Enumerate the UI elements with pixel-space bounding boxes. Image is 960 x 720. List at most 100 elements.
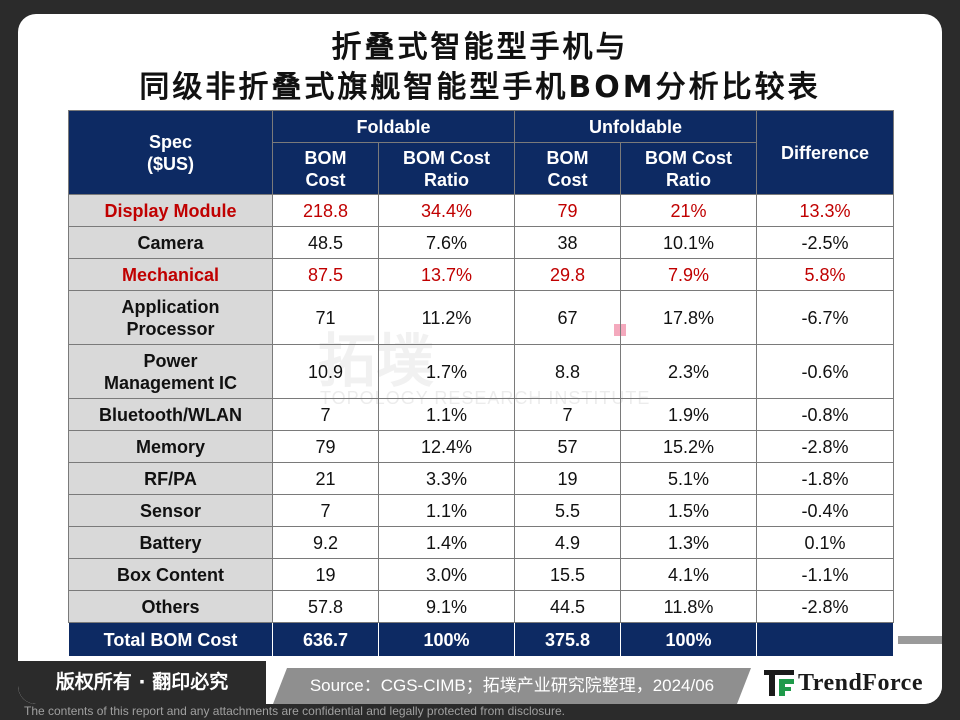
foldable-ratio-cell: 1.4% bbox=[377, 526, 516, 559]
unfoldable-cost-cell: 44.5 bbox=[514, 590, 622, 623]
slide: 折叠式智能型手机与 同级非折叠式旗舰智能型手机BOM分析比较表 拓墣 TOPOL… bbox=[18, 14, 942, 704]
difference-cell: -1.8% bbox=[756, 462, 895, 495]
unfoldable-ratio-cell: 4.1% bbox=[620, 558, 758, 591]
row-label: Mechanical bbox=[68, 258, 273, 291]
total-label: Total BOM Cost bbox=[68, 622, 273, 657]
unfoldable-ratio-cell: 11.8% bbox=[620, 590, 758, 623]
header-spec: Spec ($US) bbox=[68, 110, 273, 195]
copyright-notice: 版权所有 · 翻印必究 bbox=[18, 661, 266, 704]
title-line-2: 同级非折叠式旗舰智能型手机BOM分析比较表 bbox=[139, 70, 821, 105]
foldable-cost-cell: 79 bbox=[272, 430, 379, 463]
header-unfoldable-bom-cost-ratio: BOM Cost Ratio bbox=[620, 142, 758, 195]
total-unfoldable-ratio: 100% bbox=[620, 622, 758, 657]
foldable-ratio-cell: 1.1% bbox=[377, 398, 516, 431]
unfoldable-ratio-cell: 2.3% bbox=[620, 344, 758, 399]
unfoldable-ratio-cell: 1.9% bbox=[620, 398, 758, 431]
table-row: Battery 9.2 1.4% 4.9 1.3% 0.1% bbox=[68, 526, 895, 559]
difference-cell: -1.1% bbox=[756, 558, 895, 591]
table-row: Power Management IC 10.9 1.7% 8.8 2.3% -0.6% bbox=[68, 344, 895, 399]
total-unfoldable-cost: 375.8 bbox=[514, 622, 622, 657]
unfoldable-ratio-cell: 21% bbox=[620, 194, 758, 227]
table-row: Sensor 7 1.1% 5.5 1.5% -0.4% bbox=[68, 494, 895, 527]
row-label: Display Module bbox=[68, 194, 273, 227]
source-note: Source：CGS-CIMB；拓墣产业研究院整理，2024/06 bbox=[273, 668, 751, 704]
row-label: Bluetooth/WLAN bbox=[68, 398, 273, 431]
total-difference bbox=[756, 622, 895, 657]
table-row: Others 57.8 9.1% 44.5 11.8% -2.8% bbox=[68, 590, 895, 623]
row-label: Battery bbox=[68, 526, 273, 559]
foldable-ratio-cell: 9.1% bbox=[377, 590, 516, 623]
unfoldable-cost-cell: 29.8 bbox=[514, 258, 622, 291]
foldable-cost-cell: 10.9 bbox=[272, 344, 379, 399]
header-foldable: Foldable bbox=[271, 110, 516, 143]
unfoldable-ratio-cell: 10.1% bbox=[620, 226, 758, 259]
total-row: Total BOM Cost 636.7 100% 375.8 100% bbox=[68, 622, 895, 657]
row-label: RF/PA bbox=[68, 462, 273, 495]
unfoldable-ratio-cell: 5.1% bbox=[620, 462, 758, 495]
total-foldable-cost: 636.7 bbox=[272, 622, 379, 657]
foldable-ratio-cell: 7.6% bbox=[377, 226, 516, 259]
unfoldable-cost-cell: 19 bbox=[514, 462, 622, 495]
unfoldable-ratio-cell: 7.9% bbox=[620, 258, 758, 291]
difference-cell: -2.8% bbox=[756, 430, 895, 463]
table-row: Camera 48.5 7.6% 38 10.1% -2.5% bbox=[68, 226, 895, 259]
unfoldable-cost-cell: 67 bbox=[514, 290, 622, 345]
foldable-cost-cell: 57.8 bbox=[272, 590, 379, 623]
foldable-ratio-cell: 12.4% bbox=[377, 430, 516, 463]
table-row: Display Module 218.8 34.4% 79 21% 13.3% bbox=[68, 194, 895, 227]
foldable-ratio-cell: 3.3% bbox=[377, 462, 516, 495]
foldable-cost-cell: 71 bbox=[272, 290, 379, 345]
row-label: Power Management IC bbox=[68, 344, 273, 399]
header-unfoldable: Unfoldable bbox=[514, 110, 758, 143]
table-row: Mechanical 87.5 13.7% 29.8 7.9% 5.8% bbox=[68, 258, 895, 291]
difference-cell: -6.7% bbox=[756, 290, 895, 345]
difference-cell: 5.8% bbox=[756, 258, 895, 291]
header-foldable-bom-cost-ratio: BOM Cost Ratio bbox=[377, 142, 516, 195]
foldable-cost-cell: 9.2 bbox=[272, 526, 379, 559]
trendforce-logo-text: TrendForce bbox=[798, 670, 923, 696]
unfoldable-cost-cell: 79 bbox=[514, 194, 622, 227]
table-body: Display Module 218.8 34.4% 79 21% 13.3% Camera… bbox=[68, 194, 895, 623]
foldable-cost-cell: 7 bbox=[272, 398, 379, 431]
table-row: RF/PA 21 3.3% 19 5.1% -1.8% bbox=[68, 462, 895, 495]
row-label: Others bbox=[68, 590, 273, 623]
table-row: Memory 79 12.4% 57 15.2% -2.8% bbox=[68, 430, 895, 463]
header-unfoldable-bom-cost: BOM Cost bbox=[514, 142, 622, 195]
unfoldable-ratio-cell: 15.2% bbox=[620, 430, 758, 463]
page-title: 折叠式智能型手机与 同级非折叠式旗舰智能型手机BOM分析比较表 bbox=[18, 28, 942, 108]
row-label: Sensor bbox=[68, 494, 273, 527]
unfoldable-cost-cell: 57 bbox=[514, 430, 622, 463]
foldable-ratio-cell: 3.0% bbox=[377, 558, 516, 591]
foldable-cost-cell: 21 bbox=[272, 462, 379, 495]
unfoldable-ratio-cell: 1.3% bbox=[620, 526, 758, 559]
foldable-cost-cell: 7 bbox=[272, 494, 379, 527]
foldable-cost-cell: 218.8 bbox=[272, 194, 379, 227]
unfoldable-cost-cell: 8.8 bbox=[514, 344, 622, 399]
unfoldable-cost-cell: 7 bbox=[514, 398, 622, 431]
row-label: Application Processor bbox=[68, 290, 273, 345]
foldable-cost-cell: 19 bbox=[272, 558, 379, 591]
difference-cell: 13.3% bbox=[756, 194, 895, 227]
table-row: Box Content 19 3.0% 15.5 4.1% -1.1% bbox=[68, 558, 895, 591]
difference-cell: -2.8% bbox=[756, 590, 895, 623]
foldable-ratio-cell: 1.7% bbox=[377, 344, 516, 399]
row-label: Camera bbox=[68, 226, 273, 259]
unfoldable-cost-cell: 38 bbox=[514, 226, 622, 259]
header-difference: Difference bbox=[756, 110, 895, 195]
foldable-ratio-cell: 13.7% bbox=[377, 258, 516, 291]
foldable-ratio-cell: 34.4% bbox=[377, 194, 516, 227]
row-label: Box Content bbox=[68, 558, 273, 591]
difference-cell: -0.4% bbox=[756, 494, 895, 527]
unfoldable-cost-cell: 15.5 bbox=[514, 558, 622, 591]
unfoldable-cost-cell: 5.5 bbox=[514, 494, 622, 527]
difference-cell: -0.8% bbox=[756, 398, 895, 431]
title-line-1: 折叠式智能型手机与 bbox=[331, 30, 629, 65]
foldable-cost-cell: 48.5 bbox=[272, 226, 379, 259]
table-row: Application Processor 71 11.2% 67 17.8% -6.7% bbox=[68, 290, 895, 345]
foldable-ratio-cell: 11.2% bbox=[377, 290, 516, 345]
foldable-cost-cell: 87.5 bbox=[272, 258, 379, 291]
header-foldable-bom-cost: BOM Cost bbox=[272, 142, 379, 195]
total-foldable-ratio: 100% bbox=[377, 622, 516, 657]
header-row-1: Spec ($US) Foldable Unfoldable Differenc… bbox=[68, 110, 895, 195]
difference-cell: 0.1% bbox=[756, 526, 895, 559]
